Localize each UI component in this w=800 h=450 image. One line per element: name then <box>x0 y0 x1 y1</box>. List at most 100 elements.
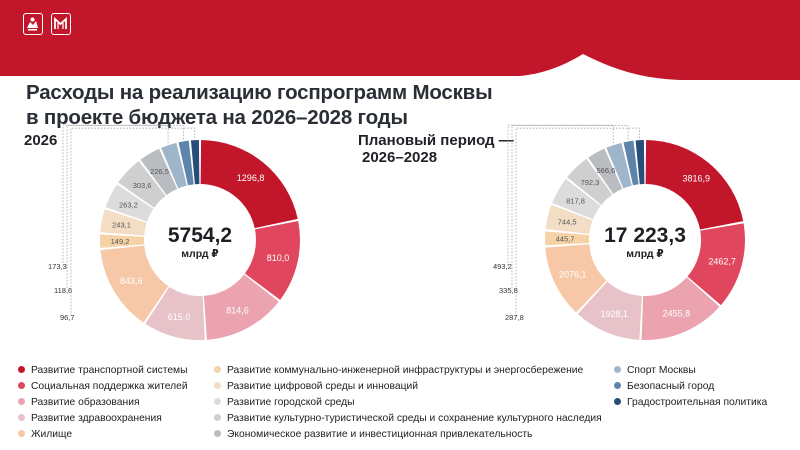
center-total-value: 17 223,3 <box>604 224 686 247</box>
slice-label-7: 744,5 <box>558 217 577 226</box>
slice-4 <box>577 281 642 340</box>
slice-label-1: 1296,8 <box>237 173 265 183</box>
legend-item-12: Безопасный город <box>614 380 714 393</box>
slice-label-2: 810,0 <box>267 253 290 263</box>
legend-swatch <box>614 382 621 389</box>
legend-item-2: Социальная поддержка жителей <box>18 380 188 393</box>
page-title: Расходы на реализацию госпрограмм Москвы… <box>26 80 586 130</box>
slice-label-9: 792,3 <box>581 178 600 187</box>
legend-item-10: Экономическое развитие и инвестиционная … <box>214 428 532 441</box>
slice-10 <box>588 148 623 194</box>
slice-label-10: 566,6 <box>597 166 616 175</box>
slice-label-9: 303,6 <box>133 181 152 190</box>
legend-swatch <box>18 414 25 421</box>
slice-7 <box>545 204 593 234</box>
slice-1 <box>645 140 744 230</box>
slice-3 <box>641 277 720 340</box>
legend-item-9: Развитие культурно-туристической среды и… <box>214 412 602 425</box>
chart-2-title-line-1: Плановый период — <box>358 132 514 149</box>
slice-8 <box>105 184 154 222</box>
slice-9 <box>567 158 613 205</box>
legend-label: Развитие городской среды <box>227 397 355 408</box>
legend-swatch <box>214 366 221 373</box>
legend-swatch <box>18 382 25 389</box>
title-line-1: Расходы на реализацию госпрограмм Москвы <box>26 81 493 104</box>
slice-5 <box>545 244 607 313</box>
slice-7 <box>100 209 147 236</box>
legend-swatch <box>614 398 621 405</box>
slice-label-12: 335,8 <box>499 286 518 295</box>
slice-label-11: 493,2 <box>493 262 512 271</box>
slice-label-3: 2455,8 <box>663 309 691 319</box>
slice-6 <box>100 234 145 248</box>
legend-item-6: Развитие коммунально-инженерной инфрастр… <box>214 364 583 377</box>
legend-item-4: Развитие здравоохранения <box>18 412 162 425</box>
slice-label-7: 243,1 <box>112 220 131 229</box>
legend-item-5: Жилище <box>18 428 72 441</box>
legend-label: Безопасный город <box>627 381 715 392</box>
moscow-coat-of-arms-logo <box>23 13 43 35</box>
slice-label-11: 173,3 <box>48 262 67 271</box>
donut-chart-2026-2028: 3816,9 2462,7 2455,8 1928,1 2076,1 445,7 744,5… <box>493 124 745 340</box>
slice-2 <box>687 223 745 306</box>
legend-swatch <box>614 366 621 373</box>
legend-label: Спорт Москвы <box>627 365 696 376</box>
slice-label-12: 118,6 <box>54 286 72 295</box>
leader-line-13 <box>515 127 640 317</box>
legend-label: Жилище <box>31 429 73 440</box>
slice-6 <box>545 231 590 246</box>
leader-line-13 <box>70 127 196 317</box>
legend-label: Экономическое развитие и инвестиционная … <box>227 429 533 440</box>
slice-label-3: 814,6 <box>226 306 249 316</box>
slice-10 <box>140 148 178 196</box>
legend-swatch <box>18 366 25 373</box>
slice-12 <box>623 140 639 186</box>
legend-swatch <box>214 430 221 437</box>
legend-label: Развитие коммунально-инженерной инфрастр… <box>227 365 584 376</box>
donut-chart-2026: 1296,8 810,0 814,6 615,0 843,6 149,2 243,1 263,… <box>48 124 300 340</box>
slice-2 <box>244 220 300 300</box>
legend-swatch <box>214 398 221 405</box>
legend-swatch <box>214 382 221 389</box>
slice-label-13: 96,7 <box>60 313 75 322</box>
slice-label-4: 615,0 <box>168 312 191 322</box>
legend-item-3: Развитие образования <box>18 396 140 409</box>
leader-line-12 <box>511 125 629 290</box>
slice-label-8: 263,2 <box>119 200 138 209</box>
slice-label-13: 287,8 <box>505 313 524 322</box>
slice-label-6: 445,7 <box>556 235 575 244</box>
slice-12 <box>178 140 194 186</box>
slice-label-1: 3816,9 <box>683 174 711 184</box>
slice-11 <box>606 142 632 189</box>
moscow-city-logo <box>51 13 71 35</box>
slice-label-6: 149,2 <box>111 237 130 246</box>
legend-item-7: Развитие цифровой среды и инноваций <box>214 380 418 393</box>
legend-swatch <box>214 414 221 421</box>
chart-1-title: 2026 <box>24 132 58 149</box>
slice-label-8: 817,8 <box>566 196 585 205</box>
coat-of-arms-icon <box>27 17 38 31</box>
center-total-value: 5754,2 <box>168 224 232 247</box>
slice-label-2: 2462,7 <box>708 256 736 266</box>
slice-11 <box>161 142 187 189</box>
legend-item-8: Развитие городской среды <box>214 396 355 409</box>
slice-8 <box>552 178 601 220</box>
slice-1 <box>200 140 298 229</box>
slice-3 <box>203 274 279 340</box>
legend-item-11: Спорт Москвы <box>614 364 696 377</box>
center-total-unit: млрд ₽ <box>181 248 218 260</box>
legend-item-13: Градостроительная политика <box>614 396 767 409</box>
slice-5 <box>100 245 169 323</box>
leader-line-12 <box>66 125 184 290</box>
title-line-2: в проекте бюджета на 2026–2028 годы <box>26 106 408 129</box>
legend-swatch <box>18 398 25 405</box>
legend-label: Градостроительная политика <box>627 397 768 408</box>
legend-label: Развитие культурно-туристической среды и… <box>227 413 602 424</box>
leader-line-11 <box>62 124 169 266</box>
charts-canvas: 1296,8 810,0 814,6 615,0 843,6 149,2 243,1 263,… <box>48 124 745 340</box>
slice-label-5: 843,6 <box>120 276 143 286</box>
legend-label: Социальная поддержка жителей <box>31 381 188 392</box>
legend-item-1: Развитие транспортной системы <box>18 364 188 377</box>
slice-9 <box>118 161 166 208</box>
chart-2-title: Плановый период — 2026–2028 <box>358 132 514 166</box>
